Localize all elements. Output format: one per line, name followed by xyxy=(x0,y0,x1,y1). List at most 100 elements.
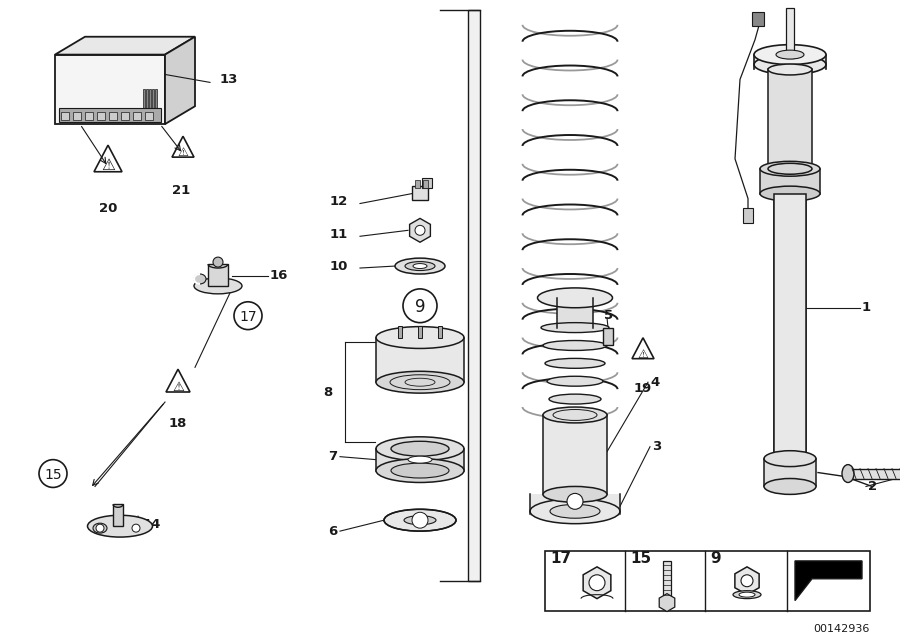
Circle shape xyxy=(96,524,104,532)
Text: ⚠: ⚠ xyxy=(101,158,115,173)
Ellipse shape xyxy=(541,322,609,333)
Bar xyxy=(774,193,806,462)
Text: 14: 14 xyxy=(143,518,161,530)
Bar xyxy=(143,89,145,109)
Text: 17: 17 xyxy=(550,551,572,566)
Ellipse shape xyxy=(391,463,449,478)
Circle shape xyxy=(741,575,753,587)
Polygon shape xyxy=(55,37,195,55)
Bar xyxy=(545,551,870,611)
Ellipse shape xyxy=(408,456,432,463)
Text: 2: 2 xyxy=(868,480,878,493)
Bar xyxy=(845,469,900,478)
Bar xyxy=(415,180,420,188)
Text: 9: 9 xyxy=(710,551,721,566)
Polygon shape xyxy=(410,218,430,242)
Text: 6: 6 xyxy=(328,525,337,537)
Ellipse shape xyxy=(547,377,603,386)
Bar xyxy=(754,55,826,69)
Ellipse shape xyxy=(376,437,464,460)
Ellipse shape xyxy=(530,499,620,523)
Bar xyxy=(208,264,228,286)
Bar xyxy=(418,326,422,338)
Circle shape xyxy=(132,524,140,532)
Bar xyxy=(152,89,154,109)
Text: 18: 18 xyxy=(169,417,187,430)
Ellipse shape xyxy=(760,162,820,176)
Ellipse shape xyxy=(842,465,854,483)
Bar xyxy=(133,112,141,120)
Text: ⚠: ⚠ xyxy=(177,146,188,160)
Ellipse shape xyxy=(391,441,449,456)
Bar xyxy=(786,8,794,58)
Bar xyxy=(145,112,153,120)
Bar xyxy=(155,89,157,109)
Bar xyxy=(85,112,93,120)
Text: ⚠: ⚠ xyxy=(637,348,649,361)
Ellipse shape xyxy=(549,394,601,404)
Bar xyxy=(146,89,148,109)
Ellipse shape xyxy=(754,55,826,74)
Ellipse shape xyxy=(93,523,107,533)
Circle shape xyxy=(403,289,437,322)
Bar xyxy=(97,112,105,120)
Bar xyxy=(768,69,812,169)
Bar xyxy=(752,12,764,26)
Polygon shape xyxy=(735,567,759,595)
Bar xyxy=(760,169,820,193)
Bar xyxy=(743,209,753,223)
Circle shape xyxy=(39,460,67,487)
Ellipse shape xyxy=(384,509,456,531)
Bar xyxy=(376,449,464,471)
Ellipse shape xyxy=(395,258,445,274)
Polygon shape xyxy=(659,593,675,612)
Circle shape xyxy=(412,512,428,528)
Ellipse shape xyxy=(550,504,600,518)
Bar xyxy=(422,177,432,188)
Bar xyxy=(61,112,69,120)
Text: 8: 8 xyxy=(323,385,332,399)
Text: 9: 9 xyxy=(415,298,425,315)
Text: 16: 16 xyxy=(270,270,288,282)
Bar xyxy=(423,180,428,188)
Circle shape xyxy=(589,575,605,591)
Ellipse shape xyxy=(413,263,427,268)
Text: 10: 10 xyxy=(329,259,348,273)
Ellipse shape xyxy=(764,478,816,494)
Bar xyxy=(376,338,464,382)
Ellipse shape xyxy=(543,487,607,502)
Bar xyxy=(55,55,165,124)
Ellipse shape xyxy=(543,340,607,350)
Ellipse shape xyxy=(739,592,755,597)
Ellipse shape xyxy=(376,459,464,483)
Ellipse shape xyxy=(404,516,436,525)
Circle shape xyxy=(567,494,583,509)
Ellipse shape xyxy=(376,327,464,349)
Ellipse shape xyxy=(545,358,605,368)
Text: 15: 15 xyxy=(630,551,651,566)
Bar xyxy=(764,459,816,487)
Text: 19: 19 xyxy=(634,382,652,395)
Polygon shape xyxy=(795,561,862,600)
Bar xyxy=(149,89,151,109)
Ellipse shape xyxy=(194,278,242,294)
Bar xyxy=(412,186,428,200)
Ellipse shape xyxy=(194,274,206,284)
Ellipse shape xyxy=(768,163,812,174)
Ellipse shape xyxy=(760,186,820,201)
Bar xyxy=(109,112,117,120)
Text: 11: 11 xyxy=(329,228,348,241)
Polygon shape xyxy=(165,37,195,124)
Polygon shape xyxy=(468,10,480,581)
Text: 3: 3 xyxy=(652,440,662,453)
Text: 20: 20 xyxy=(99,202,117,214)
Ellipse shape xyxy=(768,64,812,75)
Polygon shape xyxy=(583,567,611,598)
Bar xyxy=(113,504,123,526)
Bar xyxy=(59,108,161,122)
Text: 1: 1 xyxy=(862,301,871,314)
Bar xyxy=(543,415,607,494)
Ellipse shape xyxy=(764,451,816,467)
Text: ⚠: ⚠ xyxy=(172,381,184,394)
Bar xyxy=(663,561,671,598)
